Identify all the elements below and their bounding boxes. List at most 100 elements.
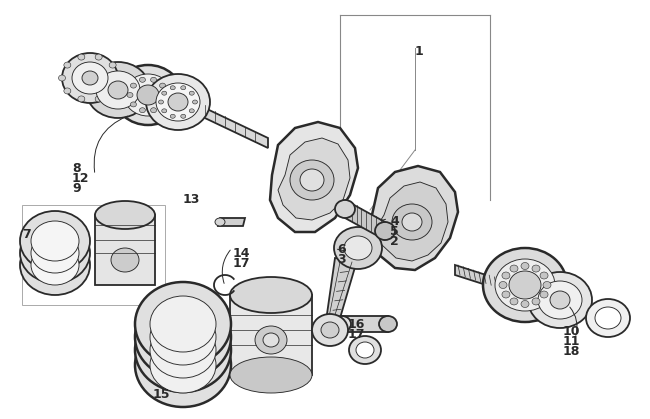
Ellipse shape [159,102,166,107]
Ellipse shape [58,75,66,81]
Ellipse shape [510,265,518,272]
Text: 6: 6 [337,243,346,256]
Ellipse shape [230,357,312,393]
Ellipse shape [20,223,90,283]
Ellipse shape [20,211,90,271]
Ellipse shape [532,265,540,272]
Ellipse shape [510,298,518,305]
Text: 17: 17 [348,328,365,341]
Ellipse shape [540,272,548,279]
Ellipse shape [499,282,507,289]
Ellipse shape [135,308,231,392]
Ellipse shape [230,277,312,313]
Ellipse shape [181,114,186,118]
Ellipse shape [151,77,157,82]
Ellipse shape [263,333,279,347]
Ellipse shape [540,291,548,298]
Polygon shape [325,257,358,328]
Ellipse shape [64,88,71,94]
Text: 11: 11 [563,335,580,348]
Polygon shape [95,215,155,285]
Ellipse shape [392,204,432,240]
Polygon shape [188,100,268,148]
Ellipse shape [114,65,182,125]
Ellipse shape [95,54,102,60]
Ellipse shape [135,295,231,379]
Ellipse shape [255,326,287,354]
Ellipse shape [109,62,116,68]
Ellipse shape [137,85,159,105]
Ellipse shape [192,100,198,104]
Ellipse shape [502,291,510,298]
Ellipse shape [64,62,71,68]
Ellipse shape [109,88,116,94]
Ellipse shape [95,96,102,102]
Ellipse shape [333,316,351,332]
Polygon shape [270,122,358,232]
Ellipse shape [156,83,200,121]
Ellipse shape [349,336,381,364]
Ellipse shape [538,281,582,319]
Ellipse shape [162,109,167,113]
Ellipse shape [150,322,216,378]
Ellipse shape [151,108,157,113]
Ellipse shape [162,91,167,95]
Text: 10: 10 [563,325,580,338]
Ellipse shape [335,200,355,218]
Ellipse shape [146,74,210,130]
Ellipse shape [62,53,118,103]
Ellipse shape [290,160,334,200]
Text: 1: 1 [415,45,424,58]
Ellipse shape [163,93,169,98]
Ellipse shape [131,102,136,107]
Text: 17: 17 [233,257,250,270]
Ellipse shape [72,62,108,94]
Ellipse shape [78,96,85,102]
Polygon shape [370,166,458,270]
Ellipse shape [31,221,79,261]
Ellipse shape [300,169,324,191]
Text: 3: 3 [337,253,346,266]
Polygon shape [278,138,350,220]
Text: 18: 18 [563,345,580,358]
Ellipse shape [150,337,216,393]
Ellipse shape [168,93,188,111]
Ellipse shape [502,272,510,279]
Ellipse shape [595,307,621,329]
Polygon shape [342,316,388,332]
Polygon shape [345,200,385,240]
Ellipse shape [96,71,140,109]
Ellipse shape [543,282,551,289]
Polygon shape [455,265,508,292]
Ellipse shape [586,299,630,337]
Text: 5: 5 [390,225,398,238]
Ellipse shape [189,109,194,113]
Ellipse shape [550,291,570,309]
Ellipse shape [495,259,555,311]
Ellipse shape [483,248,567,322]
Text: 16: 16 [348,318,365,331]
Ellipse shape [127,93,133,98]
Text: 13: 13 [183,193,200,206]
Ellipse shape [86,62,150,118]
Ellipse shape [521,300,529,308]
Text: 7: 7 [22,228,31,241]
Ellipse shape [114,75,122,81]
Ellipse shape [150,296,216,352]
Ellipse shape [135,282,231,366]
Ellipse shape [334,227,382,269]
Ellipse shape [312,314,348,346]
Ellipse shape [31,245,79,285]
Ellipse shape [124,74,172,116]
Ellipse shape [159,83,166,88]
Ellipse shape [111,248,139,272]
Ellipse shape [131,83,136,88]
Ellipse shape [321,322,339,338]
Polygon shape [218,218,245,226]
Ellipse shape [215,218,225,226]
Ellipse shape [344,236,372,260]
Ellipse shape [159,100,164,104]
Ellipse shape [82,71,98,85]
Polygon shape [376,182,448,261]
Text: 4: 4 [390,215,398,228]
